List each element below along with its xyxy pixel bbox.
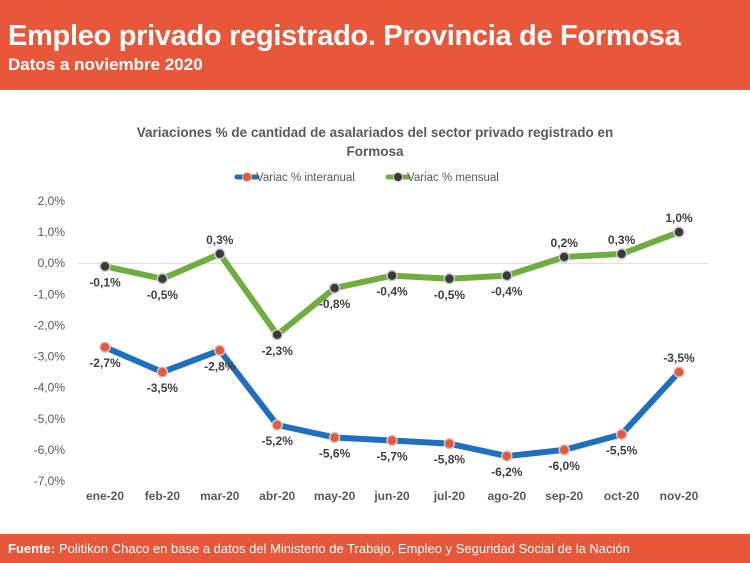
- data-label: -5,7%: [376, 450, 408, 464]
- x-tick-label: jun-20: [373, 489, 410, 503]
- x-tick-label: ene-20: [86, 489, 124, 503]
- data-label: -6,0%: [549, 459, 581, 473]
- footer-source: Fuente: Politikon Chaco en base a datos …: [0, 534, 750, 563]
- data-point: [558, 251, 570, 263]
- data-point: [99, 260, 111, 273]
- data-point: [615, 248, 628, 260]
- data-label: -6,2%: [491, 465, 523, 479]
- y-tick-label: -3,0%: [34, 350, 66, 364]
- data-point: [271, 419, 283, 431]
- legend-marker: [393, 172, 403, 182]
- x-tick-label: may-20: [314, 489, 356, 503]
- chart-title-line2: Formosa: [346, 144, 404, 159]
- y-tick-label: -2,0%: [34, 318, 66, 332]
- data-label: -0,1%: [89, 275, 121, 289]
- legend-label: Variac % interanual: [256, 172, 355, 184]
- data-label: -0,8%: [319, 297, 351, 311]
- legend-marker: [242, 172, 252, 182]
- data-point: [214, 248, 226, 260]
- data-point: [558, 444, 570, 456]
- data-label: -5,8%: [434, 453, 466, 467]
- y-tick-label: -6,0%: [34, 443, 66, 457]
- data-label: -5,2%: [262, 434, 294, 448]
- legend-label: Variac % mensual: [407, 172, 499, 184]
- line-chart: Variaciones % de cantidad de asalariados…: [34, 125, 708, 503]
- y-tick-label: -7,0%: [34, 474, 66, 488]
- source-label: Fuente:: [8, 541, 55, 556]
- data-label: -2,7%: [89, 356, 121, 370]
- data-point: [99, 341, 111, 353]
- header-banner: Empleo privado registrado. Provincia de …: [0, 0, 750, 90]
- data-label: -0,4%: [376, 285, 408, 299]
- data-label: -5,5%: [606, 443, 638, 457]
- data-label: 1,0%: [665, 211, 693, 225]
- series-line-1: [104, 229, 681, 338]
- data-label: -3,5%: [663, 351, 695, 365]
- x-tick-label: oct-20: [604, 489, 640, 503]
- source-text: Politikon Chaco en base a datos del Mini…: [59, 541, 630, 556]
- data-point: [501, 269, 513, 282]
- data-point: [615, 428, 628, 441]
- data-point: [443, 273, 456, 285]
- x-tick-label: feb-20: [145, 489, 181, 503]
- y-tick-label: 2,0%: [38, 194, 66, 208]
- data-point: [443, 437, 456, 450]
- data-point: [673, 226, 685, 238]
- data-point: [501, 450, 513, 462]
- y-tick-label: 0,0%: [38, 256, 66, 270]
- y-tick-label: -1,0%: [34, 287, 66, 301]
- data-point: [386, 269, 398, 282]
- data-point: [271, 329, 283, 341]
- data-point: [328, 431, 341, 444]
- data-label: 0,3%: [608, 233, 636, 247]
- data-point: [156, 273, 169, 285]
- data-label: -5,6%: [319, 446, 351, 460]
- chart-title-line1: Variaciones % de cantidad de asalariados…: [137, 125, 613, 140]
- x-tick-label: nov-20: [660, 489, 699, 503]
- data-label: -0,5%: [434, 288, 466, 302]
- data-point: [386, 434, 398, 447]
- x-tick-label: mar-20: [200, 489, 240, 503]
- data-point: [328, 282, 341, 294]
- page-subtitle: Datos a noviembre 2020: [8, 55, 203, 74]
- data-label: -0,4%: [491, 285, 523, 299]
- x-tick-label: abr-20: [259, 489, 295, 503]
- page-title: Empleo privado registrado. Provincia de …: [8, 20, 681, 52]
- x-tick-label: jul-20: [433, 489, 466, 503]
- y-tick-label: 1,0%: [38, 225, 66, 239]
- data-label: -0,5%: [147, 288, 179, 302]
- data-label: -2,3%: [262, 344, 294, 358]
- x-tick-label: ago-20: [487, 489, 526, 503]
- data-label: -2,8%: [204, 359, 236, 373]
- data-point: [214, 344, 226, 357]
- y-tick-label: -5,0%: [34, 412, 66, 426]
- data-point: [156, 366, 169, 378]
- legend: Variac % interanual Variac % mensual: [234, 172, 499, 184]
- y-tick-label: -4,0%: [34, 381, 66, 395]
- data-label: 0,3%: [206, 233, 234, 247]
- data-label: -3,5%: [147, 381, 179, 395]
- x-tick-label: sep-20: [545, 489, 583, 503]
- data-point: [673, 366, 685, 378]
- data-label: 0,2%: [551, 236, 579, 250]
